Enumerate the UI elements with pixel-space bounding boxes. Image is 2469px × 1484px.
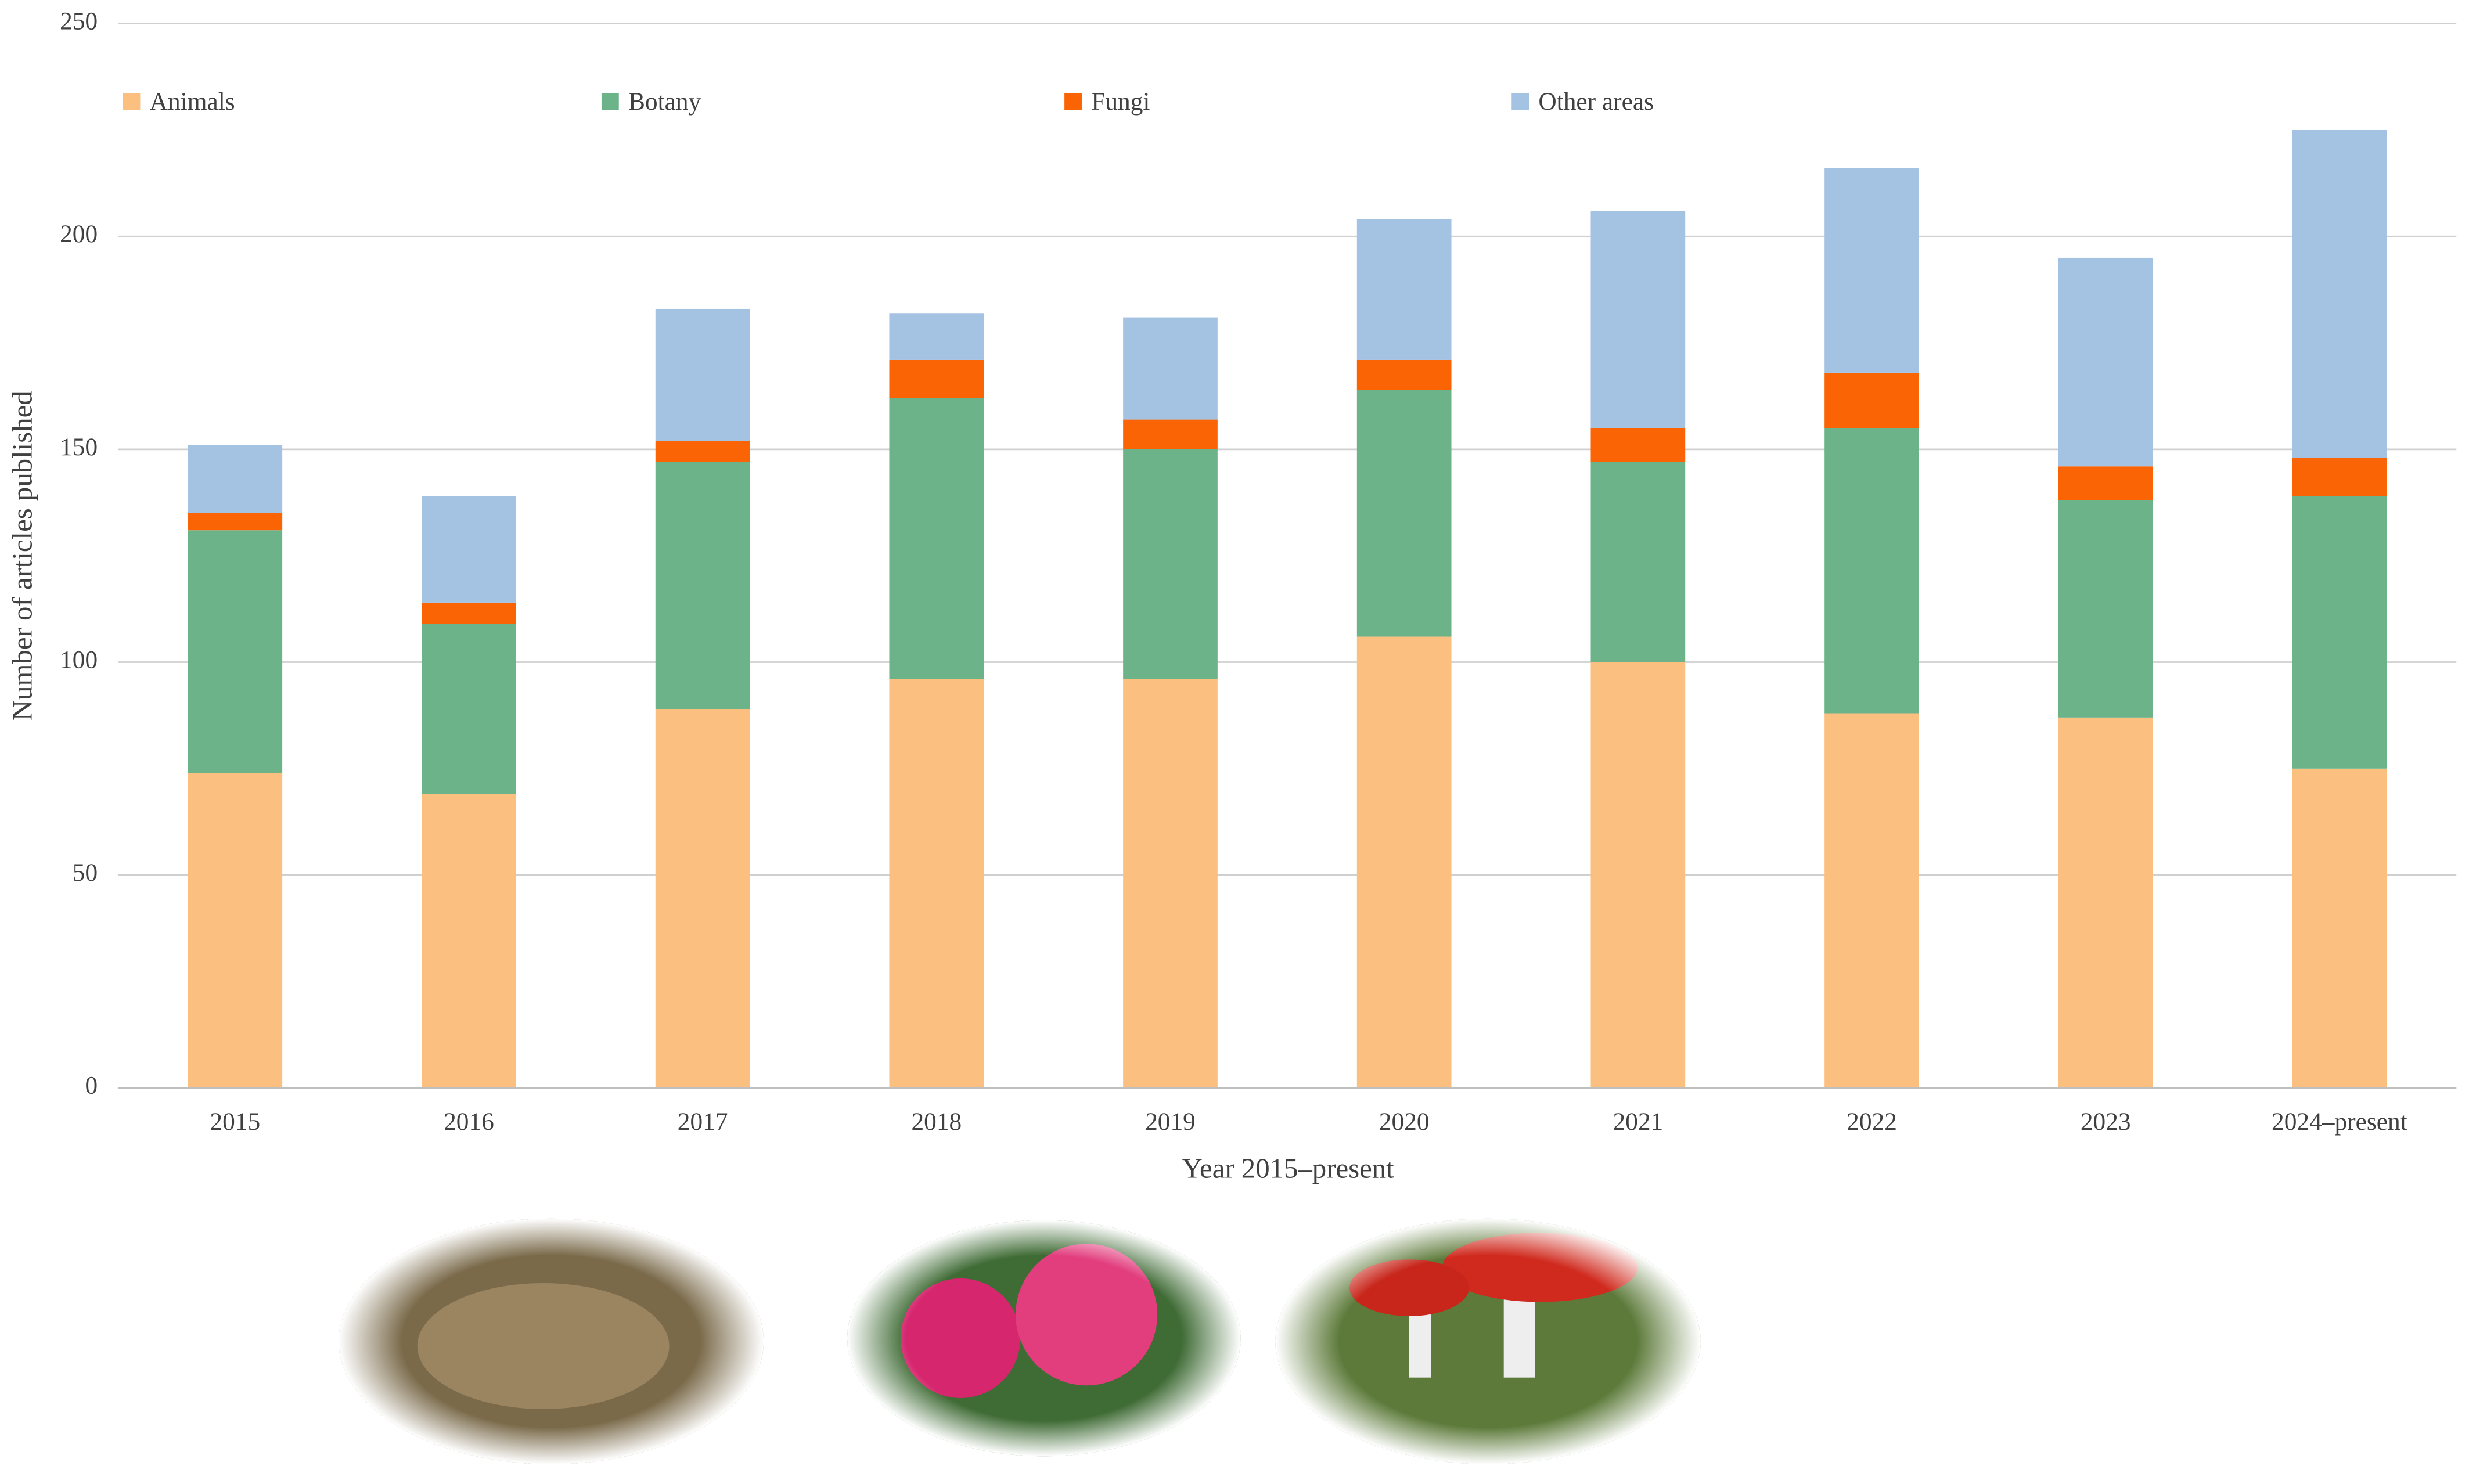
bar-segment bbox=[1123, 419, 1218, 449]
y-tick-label: 200 bbox=[60, 220, 98, 248]
x-tick-label: 2019 bbox=[1145, 1108, 1196, 1136]
bar-segment bbox=[2058, 500, 2153, 718]
bar-segment bbox=[655, 308, 750, 441]
bar-segment bbox=[889, 679, 984, 1088]
bar-segment bbox=[2292, 129, 2387, 458]
legend-label: Fungi bbox=[1091, 88, 1150, 116]
bar-segment bbox=[1590, 211, 1686, 428]
legend-swatch bbox=[1064, 92, 1082, 110]
bar-segment bbox=[1824, 372, 1919, 428]
bar-segment bbox=[1123, 317, 1218, 420]
legend-label: Animals bbox=[150, 88, 235, 116]
y-tick-label: 250 bbox=[60, 8, 98, 35]
x-tick-label: 2017 bbox=[678, 1108, 728, 1136]
x-tick-label: 2015 bbox=[210, 1108, 260, 1136]
bar-segment bbox=[1824, 428, 1919, 714]
x-axis-title: Year 2015–present bbox=[1182, 1153, 1394, 1184]
x-tick-label: 2020 bbox=[1379, 1108, 1430, 1136]
bar-segment bbox=[2058, 257, 2153, 467]
bar-segment bbox=[422, 794, 516, 1088]
bar-segment bbox=[1356, 636, 1452, 1088]
bar-segment bbox=[188, 773, 283, 1088]
y-tick-label: 100 bbox=[60, 646, 98, 673]
bar-segment bbox=[1824, 713, 1919, 1088]
bar-segment bbox=[2058, 466, 2153, 500]
bar-segment bbox=[1356, 390, 1452, 637]
y-axis-title: Number of articles published bbox=[7, 391, 38, 721]
legend-label: Botany bbox=[628, 88, 701, 116]
y-tick-label: 50 bbox=[73, 859, 98, 887]
bar-segment bbox=[889, 313, 984, 360]
bar-segment bbox=[655, 462, 750, 709]
bar-segment bbox=[889, 359, 984, 398]
photos bbox=[339, 1218, 1701, 1464]
x-tick-label: 2023 bbox=[2081, 1108, 2131, 1136]
x-tick-label: 2022 bbox=[1847, 1108, 1897, 1136]
bar-segment bbox=[2292, 496, 2387, 769]
photo-fade bbox=[847, 1220, 1241, 1457]
bar-segment bbox=[422, 624, 516, 794]
bar-segment bbox=[1824, 168, 1919, 373]
bar-segment bbox=[1123, 679, 1218, 1088]
bar-segment bbox=[1590, 428, 1686, 462]
x-tick-label: 2024–present bbox=[2272, 1108, 2407, 1136]
bar-segment bbox=[1356, 219, 1452, 360]
bar-segment bbox=[188, 445, 283, 513]
bar-segment bbox=[2292, 458, 2387, 496]
photo-fade bbox=[1275, 1218, 1701, 1464]
legend-swatch bbox=[601, 92, 619, 110]
bar-segment bbox=[1356, 359, 1452, 390]
bar-segment bbox=[889, 398, 984, 679]
bar-segment bbox=[422, 602, 516, 624]
plot: 0 50 100 150 200 250 2015 2016 2017 2018 2019 2020 2… bbox=[60, 8, 2457, 1136]
bar-segment bbox=[188, 513, 283, 531]
legend-label: Other areas bbox=[1538, 88, 1654, 116]
bar-segment bbox=[1590, 662, 1686, 1088]
photo-fade bbox=[339, 1218, 764, 1464]
legend-swatch bbox=[123, 92, 141, 110]
legend-swatch bbox=[1511, 92, 1529, 110]
x-tick-label: 2018 bbox=[911, 1108, 962, 1136]
bar-segment bbox=[188, 530, 283, 773]
bar-segment bbox=[2058, 717, 2153, 1088]
bar-segment bbox=[655, 709, 750, 1088]
x-tick-label: 2016 bbox=[444, 1108, 494, 1136]
bar-segment bbox=[1123, 449, 1218, 679]
bar-segment bbox=[422, 496, 516, 603]
bar-segment bbox=[1590, 462, 1686, 662]
bar-segment bbox=[655, 441, 750, 462]
x-tick-label: 2021 bbox=[1613, 1108, 1663, 1136]
y-tick-label: 150 bbox=[60, 433, 98, 461]
bar-segment bbox=[2292, 768, 2387, 1088]
y-tick-label: 0 bbox=[85, 1072, 98, 1100]
